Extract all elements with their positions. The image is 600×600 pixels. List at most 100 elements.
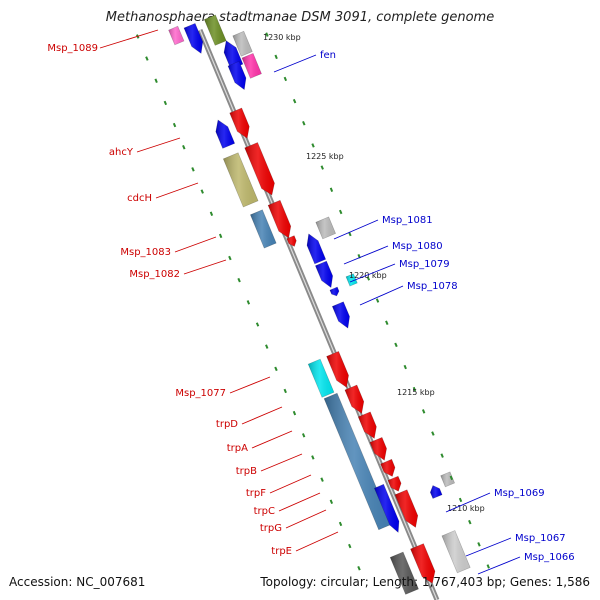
gene-label-trpf[interactable]: trpF	[246, 488, 266, 499]
gene-trpc-red-shading	[388, 476, 402, 492]
scale-dash-0-148	[200, 189, 204, 194]
scale-dash-1-436	[421, 409, 426, 414]
gene-label-ahcy[interactable]: ahcY	[109, 147, 134, 158]
scale-dash-0-220	[228, 255, 232, 261]
scale-dash-1-76	[283, 76, 288, 82]
scale-dash-0-364	[283, 388, 287, 394]
gene-msp-1083-red-shading	[268, 200, 291, 238]
gene-top-blue-a-shading	[184, 23, 203, 54]
gene-top-olive-shading	[204, 14, 227, 46]
gene-msp-1083-steel-shading	[250, 209, 277, 249]
leader-trpc	[278, 492, 321, 512]
gene-msp-1078-blue-shading	[332, 301, 350, 329]
gene-label-msp-1080[interactable]: Msp_1080	[392, 241, 443, 252]
tick-label-1210: 1210 kbp	[447, 504, 485, 513]
scale-dash-0-508	[338, 521, 343, 527]
scale-dash-0-196	[218, 233, 223, 239]
gene-label-msp-1089[interactable]: Msp_1089	[47, 43, 98, 54]
accession-text: Accession: NC_007681	[9, 575, 146, 589]
leader-fen	[273, 54, 317, 73]
scale-dash-0-100	[182, 145, 186, 150]
gene-label-msp-1082[interactable]: Msp_1082	[129, 269, 180, 280]
scale-dash-1-148	[311, 143, 315, 148]
gene-label-fen[interactable]: fen	[320, 50, 336, 61]
scale-dash-0-292	[255, 322, 260, 327]
leader-cdch	[155, 182, 199, 199]
gene-label-msp-1081[interactable]: Msp_1081	[382, 215, 433, 226]
leader-msp-1077	[229, 376, 271, 394]
gene-msp-1077-cyan-shading	[308, 359, 334, 398]
scale-dash-1-292	[366, 276, 371, 281]
gene-label-trpb[interactable]: trpB	[236, 466, 257, 477]
gene-label-msp-1069[interactable]: Msp_1069	[494, 488, 545, 499]
map-title: Methanosphaera stadtmanae DSM 3091, comp…	[105, 10, 495, 25]
scale-dash-0-556	[357, 566, 361, 571]
gene-label-trpc[interactable]: trpC	[254, 506, 275, 517]
gene-msp-1081-blue-shading	[307, 233, 326, 264]
scale-dash-0-76	[172, 122, 177, 128]
gene-label-msp-1083[interactable]: Msp_1083	[120, 247, 171, 258]
tick-label-1220: 1220 kbp	[349, 271, 387, 280]
scale-dash-0-460	[320, 477, 324, 482]
scale-dash-1-580	[477, 542, 481, 547]
scale-dash-0-484	[329, 499, 334, 504]
genome-summary-text: Topology: circular; Length: 1,767,403 bp…	[260, 575, 590, 589]
gene-msp-1080-blue-shading	[315, 261, 333, 288]
leader-msp-1066	[477, 556, 521, 575]
gene-fen-grey-shading	[232, 31, 253, 57]
scale-dash-1-556	[468, 519, 472, 525]
gene-label-trpd[interactable]: trpD	[216, 419, 238, 430]
leader-trpe	[295, 531, 339, 552]
scale-dash-1-100	[292, 98, 297, 104]
leader-msp-1080	[343, 245, 389, 265]
leader-trpb	[260, 453, 303, 472]
scale-dash-1-508	[449, 475, 454, 481]
scale-dash-1-220	[338, 209, 343, 215]
scale-dash-1-532	[458, 497, 463, 503]
gene-msp-1077-red-shading	[326, 351, 349, 388]
reverse-gene-labels: fen Msp_1081 Msp_1080 Msp_1079 Msp_1078 …	[320, 50, 575, 563]
gene-msp-1079-navy-shading	[329, 287, 339, 296]
scale-track: 1230 kbp 1225 kbp 1220 kbp 1215 kbp 1210…	[135, 32, 490, 571]
gene-trpf-red-shading	[380, 459, 395, 477]
gene-trp-steel-shading	[324, 393, 392, 530]
scale-dash-1-172	[320, 165, 324, 170]
gene-label-msp-1079[interactable]: Msp_1079	[399, 259, 450, 270]
gene-label-msp-1077[interactable]: Msp_1077	[175, 388, 226, 399]
gene-label-trpg[interactable]: trpG	[260, 523, 282, 534]
gene-msp-1069-blue-shading	[430, 485, 443, 499]
gene-label-trpe[interactable]: trpE	[271, 546, 292, 557]
leader-trpd	[241, 406, 283, 425]
gene-msp-1066-grey-shading	[441, 530, 471, 573]
scale-dash-0-388	[292, 410, 297, 416]
forward-gene-labels: Msp_1089 ahcY cdcH Msp_1083 Msp_1082 Msp…	[47, 43, 292, 557]
scale-dash-1-388	[403, 364, 407, 370]
label-leader-lines	[99, 29, 521, 575]
gene-trpa-red-shading	[358, 411, 377, 439]
leader-trpa	[251, 430, 293, 449]
gene-label-msp-1067[interactable]: Msp_1067	[515, 533, 566, 544]
gene-label-msp-1066[interactable]: Msp_1066	[524, 552, 575, 563]
scale-dash-1-196	[329, 187, 334, 192]
scale-dash-0-340	[274, 366, 278, 372]
scale-dash-1-340	[385, 320, 389, 325]
gene-msp-1081-grey-shading	[315, 216, 336, 239]
scale-dash-0-268	[246, 300, 251, 305]
gene-trpg-blue-shading	[374, 484, 399, 533]
scale-dash-0-412	[301, 433, 306, 438]
gene-trpe-red-shading	[395, 489, 418, 528]
scale-dash-1-604	[486, 564, 490, 569]
gene-label-trpa[interactable]: trpA	[227, 443, 248, 454]
scale-dash-1-28	[265, 32, 269, 37]
gene-label-msp-1078[interactable]: Msp_1078	[407, 281, 458, 292]
scale-dash-0-124	[191, 167, 195, 172]
leader-msp-1078	[359, 285, 404, 306]
gene-fen-pink-shading	[242, 53, 262, 79]
leader-msp-1067	[465, 537, 512, 557]
gene-label-cdch[interactable]: cdcH	[127, 193, 152, 204]
gene-ahcy-red-shading	[229, 108, 250, 139]
scale-dash-0-244	[237, 277, 241, 283]
tick-label-1230: 1230 kbp	[263, 33, 301, 42]
scale-dash-1-460	[431, 431, 435, 436]
